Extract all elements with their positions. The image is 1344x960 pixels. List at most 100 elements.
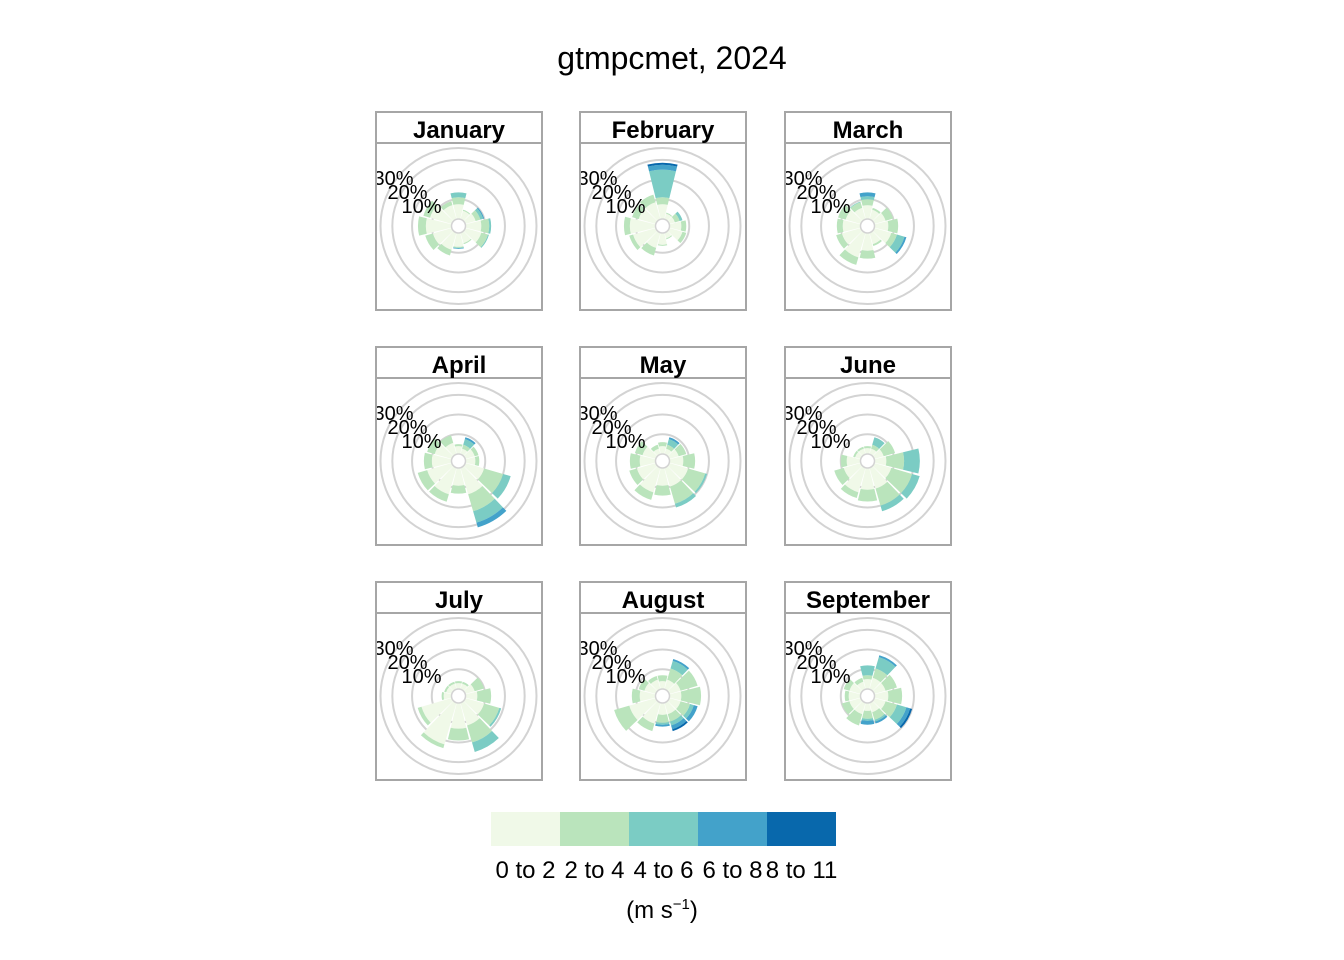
windrose-sector (472, 730, 499, 752)
radial-tick-label: 30% (782, 403, 822, 425)
windrose-sector (655, 721, 670, 725)
windrose-sector (677, 231, 687, 244)
radial-tick-label: 20% (796, 182, 836, 204)
windrose-sector (680, 686, 702, 706)
windrose-sector (848, 691, 861, 701)
grid-ring (788, 617, 947, 775)
windrose-sector (664, 679, 675, 691)
windrose-sector (667, 217, 675, 225)
windrose-sector (454, 446, 463, 455)
windrose-sector (477, 468, 504, 494)
windrose-sector (872, 462, 892, 479)
windrose-sector (861, 232, 874, 251)
windrose-sector (895, 236, 907, 255)
grid-ring (820, 648, 915, 744)
windrose-sector (480, 218, 490, 234)
windrose-sector (629, 218, 656, 234)
windrose-sector (694, 473, 708, 494)
panel-frame (579, 111, 747, 311)
windrose-sector (629, 453, 641, 469)
panel-body: 10%20%30% (577, 147, 742, 305)
windrose-sector (836, 233, 849, 249)
radial-tick-label: 20% (387, 417, 427, 439)
windrose-sector (869, 466, 888, 489)
radial-tick-label: 30% (577, 403, 617, 425)
windrose-sector (629, 234, 641, 250)
radial-tick-label: 10% (401, 431, 441, 453)
windrose-sector (463, 697, 485, 715)
grid-ring (800, 628, 935, 764)
windrose-sector (657, 204, 668, 220)
panel-strip-label: January (413, 117, 506, 144)
windrose-sector (836, 218, 844, 234)
windrose-sector (423, 701, 457, 745)
windrose-sector (657, 675, 668, 682)
windrose-sector (686, 705, 698, 722)
windrose-sector (676, 670, 698, 691)
windrose-sector (480, 234, 489, 248)
windrose-sector (639, 690, 656, 702)
windrose-sector (869, 209, 880, 221)
windrose-sector (682, 453, 696, 469)
windrose-sector (858, 448, 866, 456)
windrose-sector (874, 715, 888, 724)
windrose-sector (683, 704, 694, 719)
windrose-sector (840, 484, 859, 499)
grid-ring (595, 158, 730, 294)
radial-tick-label: 10% (810, 431, 850, 453)
windrose-sector (474, 208, 484, 220)
windrose-sector (857, 446, 864, 452)
legend-swatch (560, 812, 629, 846)
windrose-sector (454, 681, 463, 684)
windrose-sector (475, 232, 488, 248)
windrose-sector (872, 682, 886, 695)
windrose-sector (658, 442, 667, 447)
windrose-sector (631, 688, 641, 704)
windrose-sector (869, 677, 881, 691)
windrose-sector (650, 679, 661, 691)
windrose-sector (862, 205, 873, 220)
windrose-sector (887, 218, 899, 234)
windrose-sector (634, 484, 654, 500)
windrose-sector (453, 232, 464, 247)
radial-tick-label: 20% (387, 182, 427, 204)
radial-tick-label: 10% (810, 666, 850, 688)
windrose-sector (646, 231, 661, 248)
windrose-sector (670, 660, 688, 676)
windrose-sector (879, 441, 896, 457)
windrose-sector (862, 710, 873, 719)
legend-swatch (491, 812, 560, 846)
windrose-sector (843, 678, 854, 691)
windrose-sector (460, 210, 470, 221)
windrose-sector (470, 677, 485, 692)
windrose-panel: 10%20%30% May (577, 346, 747, 546)
windrose-sector (861, 199, 874, 206)
windrose-sector (839, 249, 859, 265)
windrose-sector (417, 470, 435, 491)
radial-tick-label: 30% (782, 168, 822, 190)
windrose-sector (669, 480, 694, 504)
panel-frame (375, 581, 543, 781)
calm-circle (450, 218, 467, 234)
radial-tick-label: 30% (577, 168, 617, 190)
legend-label: 0 to 2 (495, 857, 555, 884)
windrose-sector (463, 238, 472, 245)
windrose-sector (492, 473, 511, 499)
windrose-sector (638, 678, 649, 691)
windrose-sector (653, 448, 661, 456)
windrose-sector (664, 448, 672, 456)
windrose-sector (417, 216, 427, 236)
windrose-sector (645, 202, 661, 221)
calm-circle (859, 688, 876, 704)
panel-strip-label: March (833, 117, 904, 144)
windrose-sector (432, 227, 454, 245)
windrose-sector (423, 200, 438, 218)
windrose-sector (462, 444, 471, 452)
windrose-sector (666, 212, 673, 217)
windrose-sector (430, 205, 454, 225)
windrose-sector (654, 485, 671, 496)
windrose-sector (841, 701, 854, 715)
legend-label: 6 to 8 (702, 857, 762, 884)
radial-tick-label: 20% (796, 417, 836, 439)
windrose-sector (470, 446, 479, 457)
